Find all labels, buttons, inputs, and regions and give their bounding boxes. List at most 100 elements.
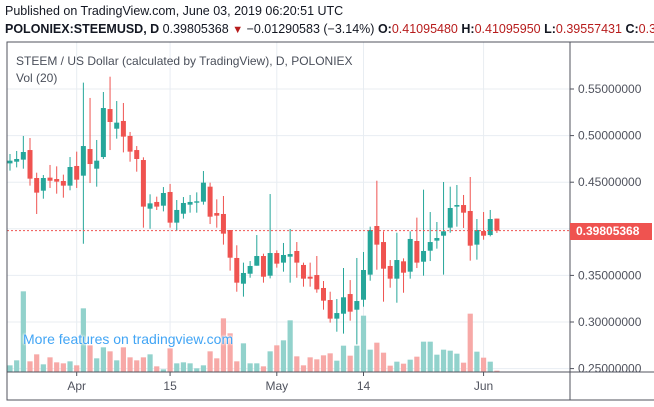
candle-body bbox=[234, 257, 240, 283]
candle-body bbox=[254, 256, 260, 266]
time-tick-label: Apr bbox=[67, 379, 86, 393]
volume-bar bbox=[247, 363, 253, 372]
candle-body bbox=[100, 108, 106, 158]
price-axis[interactable]: 0.55000000 0.50000000 0.45000000 0.35000000… bbox=[570, 82, 642, 376]
candle-body bbox=[140, 160, 146, 207]
price-tick-label: 0.30000000 bbox=[578, 315, 642, 329]
volume-bar bbox=[254, 363, 260, 372]
candle-body bbox=[27, 150, 33, 179]
volume-bar bbox=[140, 357, 146, 372]
volume-bar bbox=[34, 354, 40, 372]
published-info: Published on TradingView.com, June 03, 2… bbox=[5, 4, 344, 18]
candle-body bbox=[361, 269, 367, 300]
volume-bar bbox=[234, 361, 240, 372]
candle-body bbox=[207, 186, 213, 217]
volume-bar bbox=[260, 366, 267, 372]
volume-bar bbox=[414, 356, 420, 372]
volume-bar bbox=[154, 366, 160, 372]
candle-body bbox=[147, 203, 153, 209]
candle-body bbox=[394, 260, 400, 279]
volume-bar bbox=[227, 333, 233, 372]
open-value: 0.41095480 bbox=[391, 22, 458, 36]
volume-bar bbox=[27, 361, 33, 372]
candle-body bbox=[180, 202, 186, 214]
volume-bar bbox=[127, 357, 133, 372]
volume-bar bbox=[294, 356, 300, 372]
volume-bar bbox=[447, 350, 453, 372]
volume-bar bbox=[60, 363, 66, 372]
volume-bar bbox=[207, 351, 213, 372]
candle-body bbox=[227, 230, 233, 258]
candle-body bbox=[421, 250, 427, 262]
candle-body bbox=[7, 160, 13, 164]
candle-body bbox=[40, 178, 46, 191]
candle-body bbox=[67, 167, 73, 186]
time-axis[interactable]: Apr 15 May 14 Jun bbox=[67, 372, 493, 393]
volume-bar bbox=[334, 360, 340, 372]
volume-bar bbox=[274, 345, 280, 372]
low-value: 0.39557431 bbox=[555, 22, 622, 36]
volume-bar bbox=[480, 357, 487, 372]
candle-body bbox=[314, 275, 320, 290]
close-value: 0.3 bbox=[638, 22, 654, 36]
time-tick-label: 15 bbox=[163, 379, 177, 393]
candle-body bbox=[374, 226, 380, 245]
candle-body bbox=[74, 165, 80, 180]
candle-body bbox=[487, 219, 493, 236]
volume-bar bbox=[167, 348, 173, 372]
volume-bar bbox=[194, 368, 200, 372]
candle-body bbox=[20, 152, 26, 160]
candle-body bbox=[367, 230, 373, 275]
price-tick-label: 0.45000000 bbox=[578, 175, 642, 189]
volume-bar bbox=[47, 357, 53, 372]
candle-body bbox=[260, 256, 266, 277]
price-tick-label: 0.50000000 bbox=[578, 129, 642, 143]
candle-body bbox=[494, 218, 500, 231]
candle-body bbox=[154, 201, 160, 207]
volume-bar bbox=[187, 363, 193, 372]
candle-body bbox=[194, 201, 200, 203]
price-tick-label: 0.55000000 bbox=[578, 82, 642, 96]
volume-bar bbox=[54, 362, 60, 372]
candle-body bbox=[200, 182, 206, 202]
down-arrow-icon: ▼ bbox=[232, 24, 244, 36]
candle-body bbox=[240, 272, 246, 284]
volume-bar bbox=[380, 352, 387, 372]
candle-body bbox=[320, 287, 326, 301]
volume-bar bbox=[80, 308, 86, 372]
volume-bar bbox=[174, 363, 180, 372]
candle-body bbox=[414, 241, 420, 263]
volume-bar bbox=[20, 291, 26, 372]
candle-body bbox=[214, 213, 220, 216]
volume-bar bbox=[474, 351, 480, 372]
candle-body bbox=[167, 191, 173, 223]
candle-body bbox=[327, 300, 333, 319]
candle-body bbox=[267, 253, 273, 276]
watermark-link[interactable]: More features on tradingview.com bbox=[23, 331, 234, 347]
volume-bar bbox=[434, 354, 440, 372]
candle-body bbox=[187, 201, 193, 205]
candle-body bbox=[87, 149, 93, 165]
volume-bar bbox=[400, 363, 407, 372]
volume-bar bbox=[347, 355, 353, 372]
candle-body bbox=[54, 179, 60, 182]
volume-bar bbox=[67, 361, 73, 372]
volume-bar bbox=[320, 355, 327, 372]
volume-bars bbox=[7, 291, 500, 372]
candle-body bbox=[247, 265, 253, 274]
candle-body bbox=[80, 146, 86, 176]
volume-bar bbox=[454, 353, 460, 372]
candle-body bbox=[461, 205, 467, 213]
candle-body bbox=[107, 109, 113, 122]
candle-body bbox=[47, 177, 53, 181]
high-value: 0.41095950 bbox=[474, 22, 541, 36]
symbol-bar: POLONIEX:STEEMUSD, D 0.39805368 ▼ −0.012… bbox=[5, 22, 654, 36]
candle-body bbox=[401, 261, 407, 273]
candle-body bbox=[174, 209, 180, 223]
volume-bar bbox=[460, 362, 467, 372]
candle-body bbox=[220, 213, 226, 234]
last-price: 0.39805368 bbox=[162, 22, 229, 36]
volume-bar bbox=[114, 360, 120, 372]
volume-bar bbox=[7, 365, 13, 372]
